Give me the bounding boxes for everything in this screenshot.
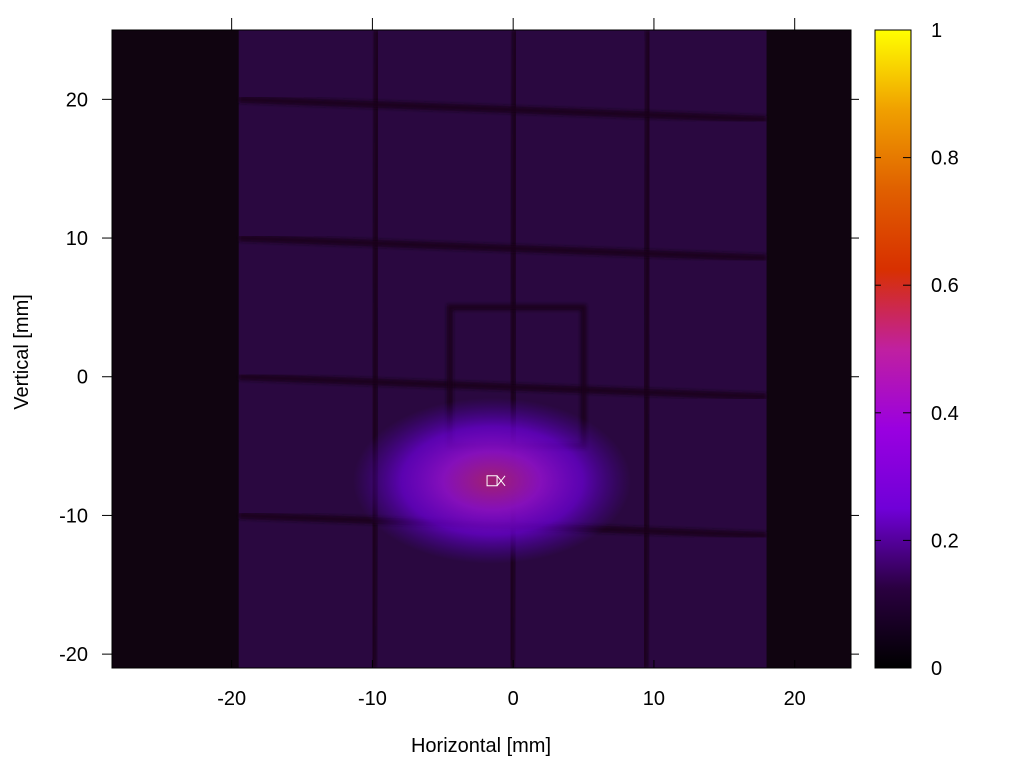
grid-line-vertical [369,30,381,668]
colorbar-tick-label: 0 [931,658,942,680]
grid-line-horizontal [238,373,767,401]
y-tick-label: 0 [77,367,88,389]
beam-spot [352,397,632,564]
plot-area [112,30,851,668]
x-tick-label: 0 [508,688,519,710]
x-axis-label: Horizontal [mm] [411,735,551,757]
y-tick-label: 20 [66,89,88,111]
marker-cross [496,475,506,487]
colorbar-tick-label: 0.8 [931,148,959,170]
grid-line-horizontal [238,95,767,123]
x-tick-label: -20 [217,688,246,710]
grid-line-vertical [641,30,653,668]
y-tick-label: 10 [66,228,88,250]
colorbar-tick-label: 0.4 [931,403,959,425]
grid-line-horizontal [238,234,767,262]
colorbar-tick-label: 0.6 [931,275,959,297]
peak-marker [486,475,506,487]
y-tick-label: -10 [59,505,88,527]
x-tick-label: 20 [784,688,806,710]
x-tick-label: 10 [643,688,665,710]
grid-line-vertical [507,30,519,668]
x-tick-label: -10 [358,688,387,710]
x-axis-ticks: -20 -10 0 10 20 [217,18,806,710]
colorbar-ticks: 0 0.2 0.4 0.6 0.8 1 [875,20,959,680]
plot-frame [111,29,852,669]
y-tick-label: -20 [59,644,88,666]
colorbar [874,29,912,669]
y-axis-label: Vertical [mm] [11,294,33,410]
y-axis-ticks: -20 -10 0 10 20 [59,89,859,666]
illuminated-region [238,30,767,668]
marker-square [486,475,498,487]
colorbar-tick-label: 1 [931,20,942,42]
colorbar-tick-label: 0.2 [931,530,959,552]
